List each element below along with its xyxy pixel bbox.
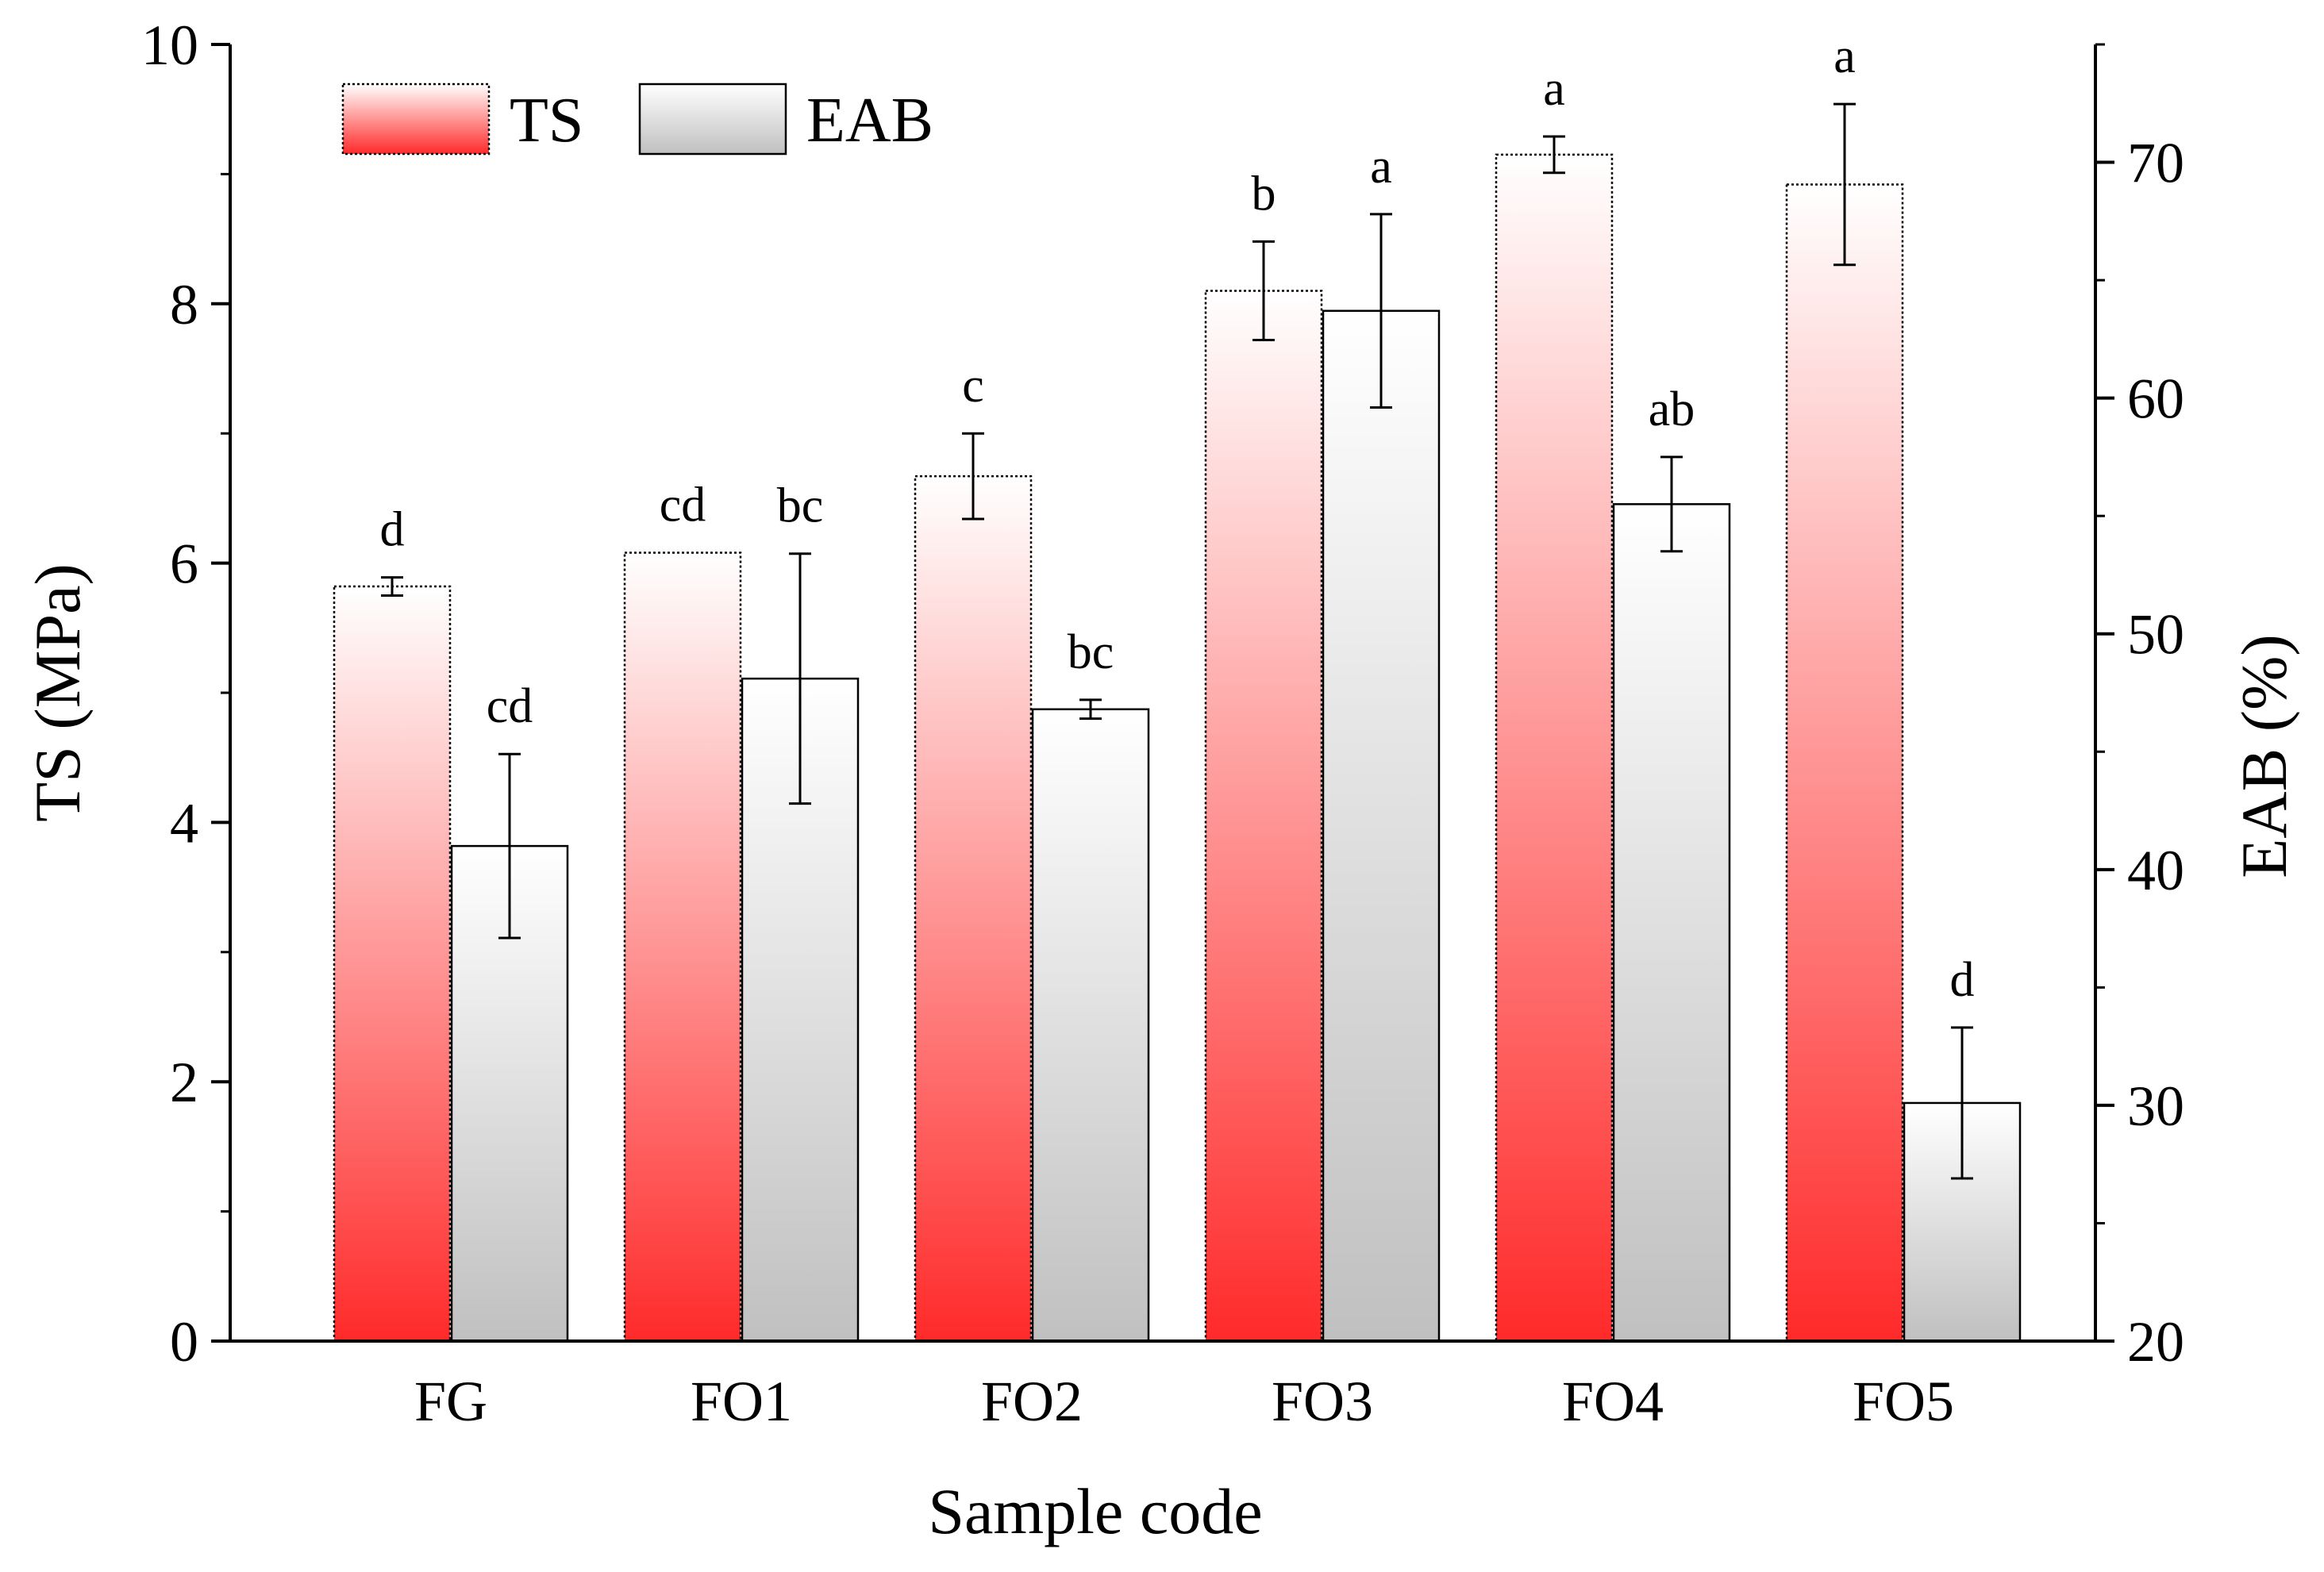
ts-significance-fo3: b <box>1252 167 1276 221</box>
bars-layer <box>333 153 2022 1343</box>
legend-item-eab: EAB <box>638 83 933 156</box>
left-tick-label: 4 <box>170 791 198 855</box>
ts-bar-fg <box>333 585 452 1343</box>
eab-error-bar-fo5 <box>1951 1026 1973 1180</box>
legend-label-eab: EAB <box>806 86 933 156</box>
ts-bar-fo4 <box>1495 153 1614 1343</box>
eab-significance-fg: cd <box>487 679 533 733</box>
eab-error-bar-fo4 <box>1660 455 1683 553</box>
ts-error-bar-fo4 <box>1543 135 1565 175</box>
x-tick-label-fo2: FO2 <box>981 1370 1083 1433</box>
right-tick-label: 30 <box>2127 1074 2184 1138</box>
eab-bar-fo3 <box>1322 309 1441 1343</box>
ts-error-bar-fg <box>381 576 403 597</box>
eab-error-bar-fo2 <box>1079 698 1102 721</box>
x-axis-title: Sample code <box>928 1475 1262 1547</box>
left-tick-label: 8 <box>170 273 198 336</box>
ts-significance-fg: d <box>380 503 405 557</box>
ts-significance-fo1: cd <box>660 479 706 532</box>
ts-significance-fo4: a <box>1543 62 1565 116</box>
right-tick-label: 70 <box>2127 132 2184 195</box>
x-tick-label-fg: FG <box>414 1370 487 1433</box>
legend-swatch-ts <box>341 83 491 156</box>
eab-bar-fo2 <box>1031 708 1150 1343</box>
right-tick-label: 40 <box>2127 839 2184 902</box>
eab-significance-fo3: a <box>1370 140 1392 194</box>
ts-error-bar-fo5 <box>1833 102 1856 267</box>
ts-significance-fo2: c <box>962 359 984 413</box>
eab-bar-fo4 <box>1612 503 1731 1343</box>
ts-significance-fo5: a <box>1833 29 1856 83</box>
legend-swatch-eab <box>638 83 787 156</box>
eab-significance-fo4: ab <box>1649 382 1695 436</box>
significance-labels-layer: d cd cd bc c bc b a a ab a d <box>380 29 1975 1007</box>
legend-label-ts: TS <box>510 86 583 156</box>
left-tick-label: 10 <box>141 13 198 77</box>
legend-item-ts: TS <box>341 83 583 156</box>
x-tick-label-fo4: FO4 <box>1562 1370 1664 1433</box>
x-tick-label-fo5: FO5 <box>1853 1370 1954 1433</box>
left-y-axis-title: TS (MPa) <box>21 563 94 822</box>
left-tick-label: 6 <box>170 532 198 596</box>
ts-error-bar-fo2 <box>962 432 984 521</box>
legend: TS EAB <box>341 83 933 156</box>
right-tick-label: 60 <box>2127 367 2184 431</box>
ts-bar-fo5 <box>1785 183 1904 1343</box>
x-tick-label-fo1: FO1 <box>691 1370 792 1433</box>
eab-error-bar-fg <box>498 752 521 940</box>
ts-bar-fo1 <box>623 552 742 1343</box>
axes-layer: FG FO1 FO2 FO3 FO4 FO5 0 2 4 6 8 10 20 30 40 50 60 70 Samp… <box>21 13 2300 1547</box>
left-tick-label: 2 <box>170 1051 198 1114</box>
eab-significance-fo2: bc <box>1068 625 1114 679</box>
ts-error-bar-fo3 <box>1252 240 1275 342</box>
x-tick-label-fo3: FO3 <box>1272 1370 1373 1433</box>
right-tick-label: 50 <box>2127 603 2184 667</box>
eab-error-bar-fo3 <box>1370 213 1392 409</box>
left-tick-label: 0 <box>170 1310 198 1374</box>
eab-significance-fo1: bc <box>777 479 824 533</box>
error-bars-layer <box>381 102 1973 1180</box>
eab-error-bar-fo1 <box>789 552 811 805</box>
right-tick-label: 20 <box>2127 1310 2184 1374</box>
right-y-axis-title: EAB (%) <box>2228 634 2300 878</box>
ts-bar-fo3 <box>1204 290 1323 1343</box>
ts-bar-fo2 <box>914 475 1033 1343</box>
eab-significance-fo5: d <box>1950 953 1975 1007</box>
